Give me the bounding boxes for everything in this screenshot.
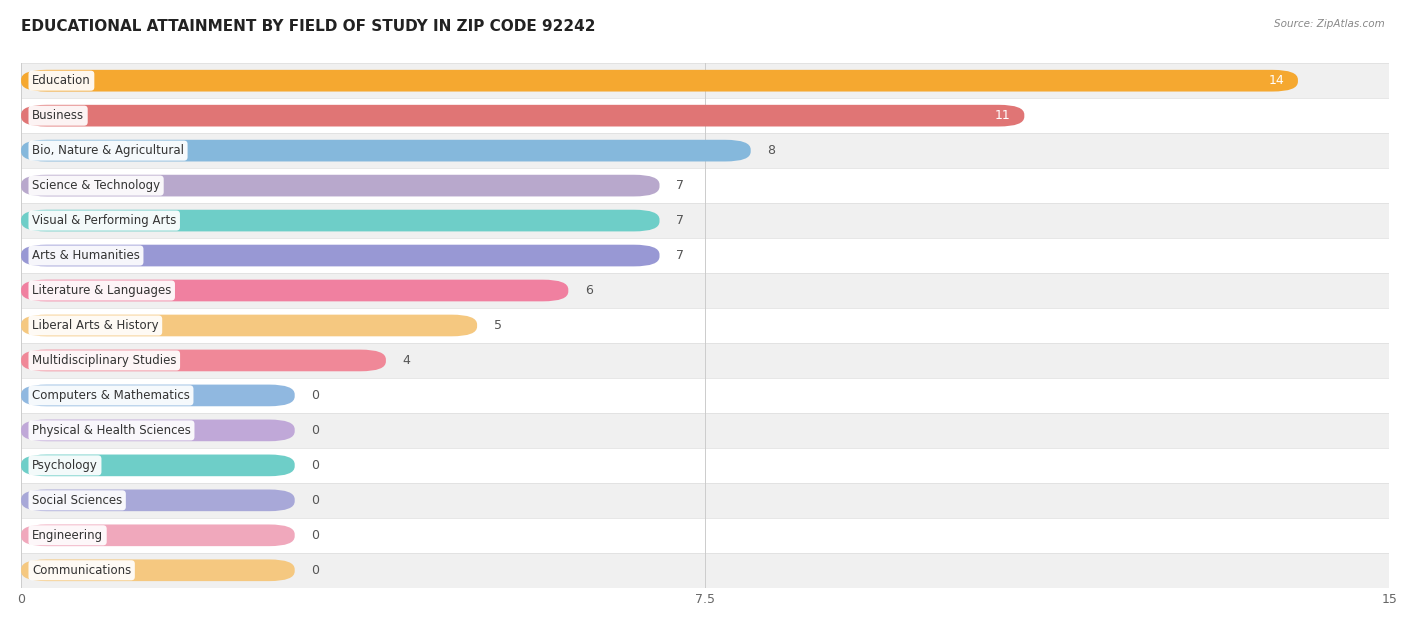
Text: Computers & Mathematics: Computers & Mathematics (32, 389, 190, 402)
FancyBboxPatch shape (21, 245, 659, 266)
FancyBboxPatch shape (21, 349, 385, 371)
Bar (21, 518, 1389, 553)
Bar (21, 63, 1389, 98)
FancyBboxPatch shape (21, 175, 659, 197)
Text: Multidisciplinary Studies: Multidisciplinary Studies (32, 354, 177, 367)
Text: 7: 7 (676, 214, 683, 227)
Text: Communications: Communications (32, 564, 131, 577)
FancyBboxPatch shape (21, 559, 295, 581)
Text: Science & Technology: Science & Technology (32, 179, 160, 192)
FancyBboxPatch shape (21, 315, 477, 336)
Text: Bio, Nature & Agricultural: Bio, Nature & Agricultural (32, 144, 184, 157)
Text: Engineering: Engineering (32, 529, 103, 542)
Bar (21, 308, 1389, 343)
Text: Education: Education (32, 74, 91, 87)
FancyBboxPatch shape (21, 525, 295, 546)
Text: Liberal Arts & History: Liberal Arts & History (32, 319, 159, 332)
Text: Literature & Languages: Literature & Languages (32, 284, 172, 297)
Text: 11: 11 (995, 109, 1011, 122)
Bar (21, 273, 1389, 308)
Text: Psychology: Psychology (32, 459, 98, 472)
Text: Physical & Health Sciences: Physical & Health Sciences (32, 424, 191, 437)
Bar (21, 238, 1389, 273)
Text: Social Sciences: Social Sciences (32, 494, 122, 507)
Text: 0: 0 (311, 424, 319, 437)
FancyBboxPatch shape (21, 105, 1025, 126)
Bar (21, 343, 1389, 378)
Text: 7: 7 (676, 249, 683, 262)
Text: 4: 4 (402, 354, 411, 367)
Text: Arts & Humanities: Arts & Humanities (32, 249, 141, 262)
FancyBboxPatch shape (21, 490, 295, 511)
Text: Source: ZipAtlas.com: Source: ZipAtlas.com (1274, 19, 1385, 29)
Text: EDUCATIONAL ATTAINMENT BY FIELD OF STUDY IN ZIP CODE 92242: EDUCATIONAL ATTAINMENT BY FIELD OF STUDY… (21, 19, 596, 34)
Bar (21, 553, 1389, 588)
Text: 0: 0 (311, 389, 319, 402)
FancyBboxPatch shape (21, 70, 1298, 92)
Text: Visual & Performing Arts: Visual & Performing Arts (32, 214, 176, 227)
FancyBboxPatch shape (21, 210, 659, 231)
Text: 7: 7 (676, 179, 683, 192)
Bar (21, 98, 1389, 133)
Text: 0: 0 (311, 494, 319, 507)
Text: 8: 8 (768, 144, 775, 157)
FancyBboxPatch shape (21, 420, 295, 441)
FancyBboxPatch shape (21, 280, 568, 301)
Bar (21, 483, 1389, 518)
Bar (21, 413, 1389, 448)
FancyBboxPatch shape (21, 454, 295, 476)
Text: Business: Business (32, 109, 84, 122)
Bar (21, 168, 1389, 203)
FancyBboxPatch shape (21, 140, 751, 161)
Text: 6: 6 (585, 284, 592, 297)
Text: 14: 14 (1268, 74, 1284, 87)
Bar (21, 203, 1389, 238)
FancyBboxPatch shape (21, 385, 295, 406)
Text: 5: 5 (494, 319, 502, 332)
Bar (21, 448, 1389, 483)
Bar (21, 133, 1389, 168)
Text: 0: 0 (311, 459, 319, 472)
Bar (21, 378, 1389, 413)
Text: 0: 0 (311, 564, 319, 577)
Text: 0: 0 (311, 529, 319, 542)
